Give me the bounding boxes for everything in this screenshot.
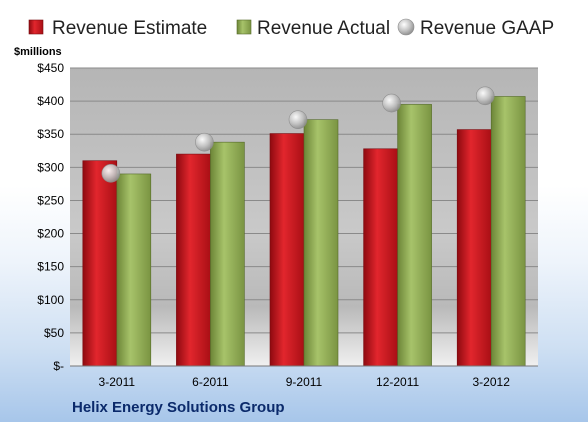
y-tick-label: $250 xyxy=(37,193,64,207)
bar-revenue-actual xyxy=(397,104,432,367)
x-tick-label: 6-2011 xyxy=(192,375,229,389)
y-tick-label: $50 xyxy=(44,326,64,340)
bar-revenue-estimate xyxy=(82,160,118,367)
legend-item-gaap: Revenue GAAP xyxy=(397,18,554,39)
y-tick-label: $400 xyxy=(37,94,64,108)
bars xyxy=(82,96,526,367)
y-tick-label: $450 xyxy=(37,61,64,75)
y-axis-unit-label: $millions xyxy=(14,46,62,58)
y-tick-label: $200 xyxy=(37,227,64,241)
bar-revenue-estimate xyxy=(363,148,398,367)
y-tick-label: $150 xyxy=(37,260,64,274)
y-tick-label: $350 xyxy=(37,127,64,141)
legend-item-estimate: Revenue Estimate xyxy=(28,18,207,39)
marker-revenue-gaap xyxy=(195,132,214,152)
y-axis-ticks: $- $50 $100 $150 $200 $250 $300 $350 $400 $450 xyxy=(37,61,64,373)
legend-swatch-actual xyxy=(236,19,252,35)
x-tick-label: 3-2012 xyxy=(473,375,511,389)
x-axis-ticks: 3-2011 6-2011 9-2011 12-2011 3-2012 xyxy=(99,375,511,389)
bar-revenue-estimate xyxy=(176,153,211,367)
bar-revenue-estimate xyxy=(269,133,305,367)
legend-swatch-estimate xyxy=(28,19,44,35)
bar-revenue-actual xyxy=(210,141,245,367)
marker-revenue-gaap xyxy=(475,86,495,106)
bar-revenue-estimate xyxy=(456,129,492,367)
y-tick-label: $100 xyxy=(37,293,64,307)
legend-label-estimate: Revenue Estimate xyxy=(52,18,207,39)
x-tick-label: 12-2011 xyxy=(376,375,419,389)
x-tick-label: 9-2011 xyxy=(286,375,323,389)
y-tick-label: $300 xyxy=(37,160,64,174)
legend-label-gaap: Revenue GAAP xyxy=(420,18,554,39)
bar-revenue-actual xyxy=(303,119,339,367)
marker-revenue-gaap xyxy=(382,93,401,113)
company-name: Helix Energy Solutions Group xyxy=(72,399,285,416)
legend: Revenue Estimate Revenue Actual Revenue … xyxy=(28,18,554,39)
gaap-markers xyxy=(101,86,495,183)
legend-swatch-gaap xyxy=(397,18,415,36)
bar-revenue-actual xyxy=(490,96,526,367)
y-tick-label: $- xyxy=(53,359,64,373)
marker-revenue-gaap xyxy=(101,163,121,183)
bar-revenue-actual xyxy=(116,173,152,367)
x-tick-label: 3-2011 xyxy=(99,375,136,389)
legend-label-actual: Revenue Actual xyxy=(257,18,390,39)
marker-revenue-gaap xyxy=(288,110,308,129)
legend-item-actual: Revenue Actual xyxy=(236,18,390,39)
